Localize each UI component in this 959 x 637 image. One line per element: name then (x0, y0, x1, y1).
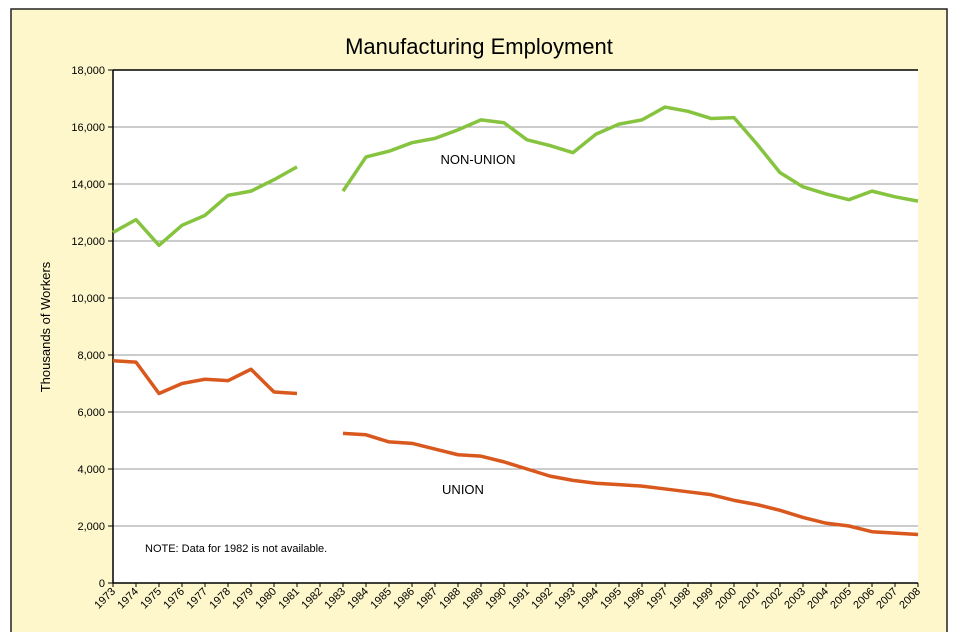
y-tick-label: 18,000 (71, 65, 105, 77)
plot-area (113, 70, 918, 583)
y-tick-label: 16,000 (71, 122, 105, 134)
series-line (112, 358, 919, 537)
y-tick-label: 0 (99, 578, 105, 590)
series-label: NON-UNION (440, 152, 515, 167)
series-line (112, 105, 919, 248)
y-tick-label: 8,000 (77, 350, 105, 362)
y-axis-label: Thousands of Workers (38, 261, 53, 392)
annotation: NOTE: Data for 1982 is not available. (145, 543, 327, 555)
y-tick-label: 2,000 (77, 521, 105, 533)
series-label: UNION (442, 482, 484, 497)
chart-title: Manufacturing Employment (345, 34, 613, 59)
y-tick-label: 10,000 (71, 293, 105, 305)
y-tick-label: 12,000 (71, 236, 105, 248)
y-tick-label: 4,000 (77, 464, 105, 476)
y-tick-label: 14,000 (71, 179, 105, 191)
y-tick-label: 6,000 (77, 407, 105, 419)
